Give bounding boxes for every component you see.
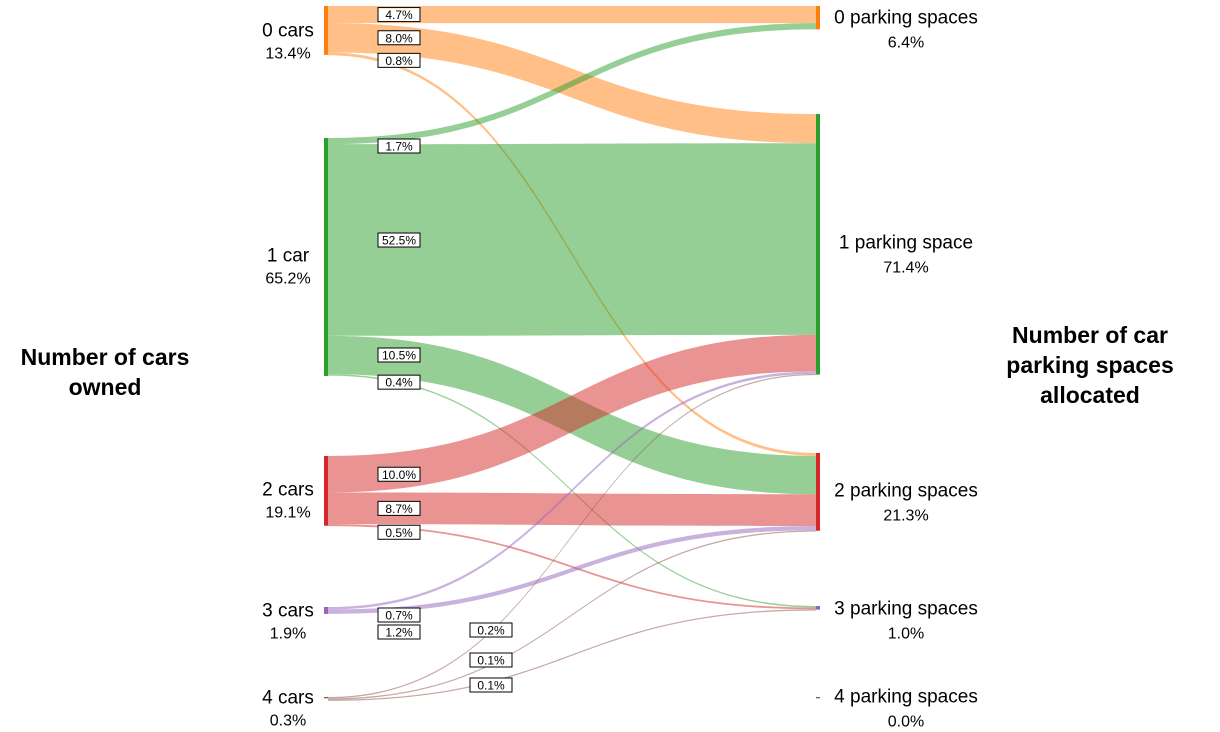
target-pct-4-parking-spaces: 0.0% [888, 714, 924, 731]
link-label-box [469, 622, 513, 638]
target-node-4-parking-spaces [816, 697, 820, 699]
link-label-text: 0.2% [477, 624, 505, 638]
link-label-text: 0.4% [385, 376, 413, 390]
link-label-text: 8.7% [385, 502, 413, 516]
target-label-3-parking-spaces: 3 parking spaces [834, 599, 978, 620]
source-node-1-car [324, 138, 328, 376]
target-node-2-parking-spaces [816, 453, 820, 531]
link-4-cars-to-3-parking-spaces [328, 609, 816, 701]
target-pct-3-parking-spaces: 1.0% [888, 626, 924, 643]
link-1-car-to-0-parking-spaces [328, 23, 816, 145]
target-label-0-parking-spaces: 0 parking spaces [834, 8, 978, 29]
right-axis-title: Number of car parking spaces allocated [1006, 322, 1174, 408]
source-pct-1-car: 65.2% [265, 271, 310, 288]
link-label: 8.0% [377, 30, 421, 46]
link-label: 0.1% [469, 652, 513, 668]
link-label-box [377, 52, 421, 68]
link-2-cars-to-3-parking-spaces [328, 524, 816, 610]
target-label-4-parking-spaces: 4 parking spaces [834, 687, 978, 708]
link-label: 0.2% [469, 622, 513, 638]
source-node-0-cars [324, 6, 328, 55]
link-4-cars-to-2-parking-spaces [328, 530, 816, 700]
source-node-2-cars [324, 456, 328, 526]
source-label-3-cars: 3 cars [262, 601, 314, 622]
source-label-2-cars: 2 cars [262, 480, 314, 501]
target-node-0-parking-spaces [816, 6, 820, 30]
nodes-layer [324, 6, 820, 699]
target-pct-2-parking-spaces: 21.3% [883, 508, 928, 525]
link-label-box [377, 524, 421, 540]
link-label-box [377, 607, 421, 623]
link-label-text: 10.5% [382, 348, 416, 362]
link-3-cars-to-1-parking-space [328, 371, 816, 610]
link-label: 4.7% [377, 7, 421, 23]
target-pct-1-parking-space: 71.4% [883, 260, 928, 277]
link-label-box [377, 624, 421, 640]
link-label: 0.4% [377, 374, 421, 390]
target-node-1-parking-space [816, 114, 820, 375]
link-label: 0.5% [377, 524, 421, 540]
labels-layer: 4.7% 8.0% 0.8% 1.7% 52.5% 10.5% 0.4% 10.0% 8.7% 0… [262, 7, 978, 731]
link-label-text: 8.0% [385, 31, 413, 45]
link-label: 0.7% [377, 607, 421, 623]
source-node-3-cars [324, 607, 328, 614]
link-label: 1.2% [377, 624, 421, 640]
source-pct-4-cars: 0.3% [270, 713, 306, 730]
target-node-3-parking-spaces [816, 606, 820, 610]
link-1-car-to-1-parking-space [328, 143, 816, 336]
link-label-text: 0.8% [385, 54, 413, 68]
source-label-0-cars: 0 cars [262, 21, 314, 42]
link-label: 10.5% [377, 347, 421, 363]
links-layer [328, 6, 816, 701]
link-label-text: 1.2% [385, 626, 413, 640]
link-label-text: 0.1% [477, 679, 505, 693]
source-pct-0-cars: 13.4% [265, 46, 310, 63]
source-node-4-cars [324, 697, 328, 699]
link-label: 52.5% [377, 232, 421, 248]
left-axis-title: Number of cars owned [20, 344, 190, 400]
link-4-cars-to-1-parking-space [328, 373, 816, 699]
link-label-text: 52.5% [382, 234, 416, 248]
link-label-box [377, 30, 421, 46]
link-label-box [377, 138, 421, 154]
link-label: 0.8% [377, 52, 421, 68]
link-label-box [377, 466, 421, 482]
link-label: 8.7% [377, 500, 421, 516]
link-label: 1.7% [377, 138, 421, 154]
target-label-1-parking-space: 1 parking space [839, 233, 973, 254]
source-pct-2-cars: 19.1% [265, 505, 310, 522]
link-label-text: 10.0% [382, 468, 416, 482]
link-label-box [469, 677, 513, 693]
link-label-box [377, 500, 421, 516]
link-3-cars-to-2-parking-spaces [328, 526, 816, 614]
link-label-text: 4.7% [385, 8, 413, 22]
link-2-cars-to-1-parking-space [328, 334, 816, 493]
link-label-box [377, 7, 421, 23]
link-0-cars-to-0-parking-spaces [328, 6, 816, 24]
link-label-box [377, 347, 421, 363]
link-label-text: 0.1% [477, 654, 505, 668]
source-pct-3-cars: 1.9% [270, 626, 306, 643]
link-label: 10.0% [377, 466, 421, 482]
link-label-box [377, 232, 421, 248]
target-label-2-parking-spaces: 2 parking spaces [834, 481, 978, 502]
link-label-text: 0.7% [385, 609, 413, 623]
link-label-text: 1.7% [385, 140, 413, 154]
link-label-text: 0.5% [385, 526, 413, 540]
link-2-cars-to-2-parking-spaces [328, 492, 816, 526]
source-label-4-cars: 4 cars [262, 688, 314, 709]
link-label: 0.1% [469, 677, 513, 693]
source-label-1-car: 1 car [267, 246, 310, 267]
link-label-box [377, 374, 421, 390]
link-label-box [469, 652, 513, 668]
target-pct-0-parking-spaces: 6.4% [888, 35, 924, 52]
